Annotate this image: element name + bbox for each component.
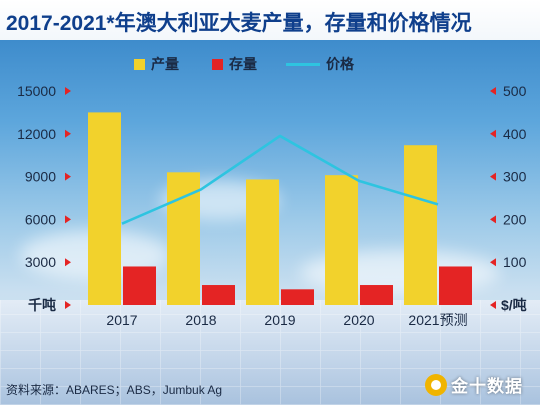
left-tick-label-0: 15000	[17, 83, 56, 99]
bar-stock-2018	[202, 285, 235, 305]
right-tick-label-0: 500	[503, 83, 527, 99]
right-tick-marker-3	[490, 215, 496, 224]
bar-production-2020	[325, 175, 358, 305]
left-tick-marker-1	[65, 129, 71, 138]
floor-grid	[0, 300, 540, 405]
logo-text: 金十数据	[451, 377, 523, 396]
right-axis-unit: $/吨	[501, 297, 527, 313]
left-tick-label-3: 6000	[25, 211, 56, 227]
left-tick-label-4: 3000	[25, 254, 56, 270]
x-tick-label-2: 2019	[264, 312, 295, 328]
legend-label-stock: 存量	[229, 56, 257, 72]
legend-item-price: 价格	[286, 54, 354, 74]
left-tick-label-1: 12000	[17, 126, 56, 142]
legend-label-production: 产量	[151, 56, 179, 72]
right-tick-marker-0	[490, 87, 496, 95]
legend-swatch-stock	[212, 58, 223, 70]
bar-production-2019	[246, 179, 279, 305]
right-tick-label-3: 200	[503, 211, 527, 227]
title-bar: 2017-2021*年澳大利亚大麦产量，存量和价格情况	[0, 0, 540, 40]
floor-background	[0, 300, 540, 405]
x-tick-label-1: 2018	[185, 312, 216, 328]
bar-production-2021预测	[404, 145, 437, 305]
x-tick-label-3: 2020	[343, 312, 374, 328]
bar-production-2018	[167, 172, 200, 305]
right-tick-marker-2	[490, 172, 496, 181]
left-tick-label-2: 9000	[25, 169, 56, 185]
left-tick-marker-4	[65, 258, 71, 267]
left-tick-marker-0	[65, 87, 71, 95]
legend-line-price	[286, 62, 320, 66]
left-unit-marker	[65, 301, 71, 309]
right-tick-marker-1	[490, 129, 496, 138]
legend-item-production: 产量	[134, 54, 179, 74]
chart-title: 2017-2021*年澳大利亚大麦产量，存量和价格情况	[6, 12, 472, 35]
left-tick-marker-3	[65, 215, 71, 224]
x-tick-label-4: 2021预测	[408, 312, 467, 328]
legend-label-price: 价格	[326, 56, 354, 72]
bar-stock-2019	[281, 289, 314, 305]
logo-icon	[425, 373, 447, 396]
price-line	[121, 134, 439, 225]
right-tick-label-4: 100	[503, 254, 527, 270]
left-tick-marker-2	[65, 172, 71, 181]
legend-item-stock: 存量	[212, 54, 257, 74]
logo: 金十数据	[425, 372, 523, 397]
bar-stock-2020	[360, 285, 393, 305]
bar-stock-2017	[123, 266, 156, 305]
legend: 产量 存量 价格	[0, 54, 540, 72]
right-tick-marker-4	[490, 258, 496, 267]
right-tick-label-1: 400	[503, 126, 527, 142]
right-unit-marker	[490, 301, 496, 309]
x-tick-label-0: 2017	[106, 312, 137, 328]
left-axis-unit: 千吨	[28, 297, 56, 313]
bar-production-2017	[88, 112, 121, 306]
source-note: 资料来源：ABARES；ABS，Jumbuk Ag	[6, 383, 223, 397]
legend-swatch-production	[134, 58, 145, 70]
bar-stock-2021预测	[439, 266, 472, 305]
right-tick-label-2: 300	[503, 169, 527, 185]
